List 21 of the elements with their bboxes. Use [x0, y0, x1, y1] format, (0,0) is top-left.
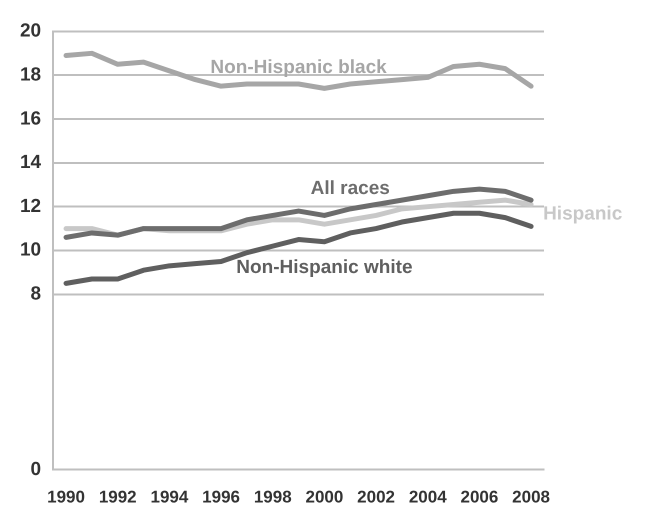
x-tick-label: 2006 — [460, 487, 498, 506]
series-label: Non-Hispanic white — [236, 256, 413, 278]
x-tick-label: 1992 — [98, 487, 137, 506]
x-tick-label: 2008 — [512, 487, 550, 506]
y-tick-label: 14 — [20, 152, 42, 174]
y-tick-label: 20 — [20, 20, 42, 42]
x-tick-label: 2004 — [408, 487, 448, 506]
x-tick-label: 1994 — [150, 487, 189, 506]
x-tick-label: 1996 — [202, 487, 240, 506]
x-tick-label: 1990 — [47, 487, 85, 506]
y-tick-label: 12 — [20, 196, 42, 217]
x-tick-label: 2000 — [305, 487, 344, 506]
x-tick-label: 2002 — [357, 487, 395, 506]
y-tick-label: 8 — [30, 284, 42, 305]
y-tick-label: 10 — [20, 240, 42, 261]
x-tick-label: 1998 — [254, 487, 292, 506]
series-label: Non-Hispanic black — [210, 57, 388, 78]
y-tick-label: 16 — [20, 108, 42, 130]
series-label: All races — [310, 178, 390, 200]
y-tick-label: 18 — [20, 64, 42, 86]
y-tick-label: 0 — [30, 458, 42, 480]
